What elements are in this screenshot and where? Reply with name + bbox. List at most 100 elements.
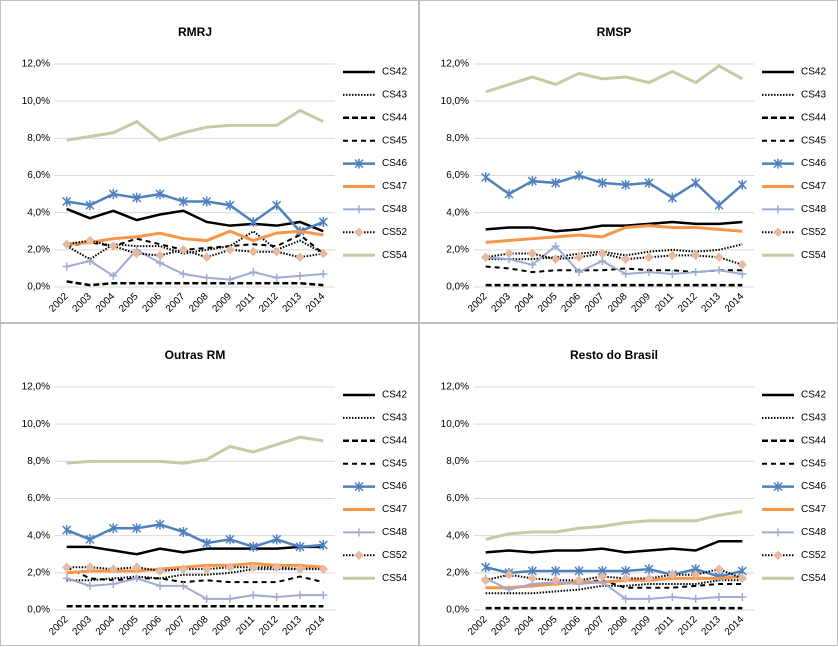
- point-marker: [61, 239, 72, 249]
- y-tick-label: 8,0%: [446, 456, 469, 467]
- point-marker: [226, 594, 234, 603]
- legend-marker: [354, 227, 364, 238]
- x-tick-label: 2009: [629, 291, 653, 315]
- y-tick-label: 10,0%: [22, 419, 50, 430]
- panel-border: [0, 0, 419, 323]
- point-marker: [621, 269, 630, 278]
- legend-label: CS43: [382, 90, 407, 101]
- point-marker: [225, 245, 235, 255]
- legend-label: CS46: [382, 481, 407, 492]
- point-marker: [644, 252, 654, 262]
- point-marker: [714, 564, 724, 574]
- y-tick-label: 4,0%: [446, 530, 469, 541]
- point-marker: [271, 246, 282, 257]
- x-tick-label: 2006: [140, 614, 164, 638]
- point-marker: [551, 565, 561, 576]
- panel-border: [419, 323, 838, 646]
- point-marker: [527, 248, 538, 259]
- point-marker: [691, 594, 700, 603]
- x-tick-label: 2005: [117, 614, 141, 638]
- legend-marker: [773, 550, 783, 561]
- legend-label: CS54: [382, 573, 407, 584]
- point-marker: [318, 539, 328, 550]
- point-marker: [248, 541, 258, 552]
- point-marker: [644, 573, 654, 584]
- point-marker: [249, 268, 258, 277]
- legend-label: CS43: [382, 413, 407, 424]
- point-marker: [318, 248, 329, 259]
- point-marker: [480, 252, 491, 262]
- legend-marker: [354, 158, 364, 169]
- x-tick-label: 2006: [140, 291, 164, 315]
- point-marker: [132, 523, 142, 534]
- x-tick-label: 2004: [94, 614, 118, 638]
- point-marker: [178, 245, 189, 255]
- x-tick-label: 2013: [280, 614, 304, 638]
- x-tick-label: 2014: [304, 291, 328, 315]
- x-tick-label: 2011: [653, 291, 676, 314]
- point-marker: [738, 592, 747, 601]
- legend-label: CS44: [801, 112, 826, 123]
- legend-marker-shape: [773, 550, 783, 561]
- legend-label: CS48: [801, 204, 826, 215]
- point-marker: [620, 573, 631, 584]
- point-marker: [691, 268, 700, 277]
- series-line: [485, 224, 743, 244]
- point-marker: [85, 200, 95, 211]
- y-tick-label: 0,0%: [446, 282, 469, 293]
- x-tick-label: 2002: [47, 614, 71, 638]
- legend-label: CS43: [801, 90, 826, 101]
- legend-label: CS45: [382, 135, 407, 146]
- point-marker: [108, 189, 118, 200]
- x-tick-label: 2008: [606, 614, 630, 638]
- legend-label: CS42: [801, 390, 826, 401]
- series-line: [66, 566, 324, 582]
- legend-label: CS42: [801, 67, 826, 78]
- point-marker: [598, 256, 607, 265]
- chart-title: Outras RM: [165, 348, 226, 362]
- point-marker: [738, 269, 747, 278]
- x-tick-label: 2004: [513, 291, 537, 315]
- x-tick-label: 2009: [210, 614, 234, 638]
- x-tick-label: 2012: [676, 291, 700, 315]
- x-tick-label: 2006: [559, 614, 583, 638]
- legend-label: CS44: [382, 435, 407, 446]
- point-marker: [714, 200, 724, 211]
- x-tick-label: 2012: [257, 291, 281, 315]
- point-marker: [272, 200, 282, 211]
- point-marker: [86, 581, 94, 590]
- x-tick-label: 2011: [653, 614, 676, 637]
- legend-label: CS54: [382, 250, 407, 261]
- legend-marker: [773, 227, 783, 238]
- y-tick-label: 12,0%: [22, 59, 50, 70]
- point-marker: [667, 569, 678, 580]
- series-line: [66, 233, 324, 255]
- y-tick-label: 10,0%: [22, 96, 50, 107]
- legend-marker: [354, 481, 364, 492]
- legend-marker-shape: [774, 205, 782, 214]
- point-marker: [550, 254, 561, 264]
- legend-label: CS54: [801, 573, 826, 584]
- point-marker: [504, 248, 514, 259]
- legend-label: CS45: [382, 458, 407, 469]
- x-tick-label: 2004: [513, 614, 537, 638]
- series-line: [66, 229, 324, 246]
- point-marker: [527, 176, 537, 187]
- point-marker: [621, 594, 630, 603]
- point-marker: [85, 235, 95, 246]
- point-marker: [179, 581, 188, 590]
- y-tick-label: 6,0%: [27, 170, 50, 181]
- y-tick-label: 12,0%: [441, 59, 469, 70]
- legend-label: CS42: [382, 67, 407, 78]
- point-marker: [178, 564, 189, 574]
- point-marker: [481, 562, 491, 573]
- series-line: [485, 575, 743, 590]
- legend-label: CS46: [801, 481, 826, 492]
- x-tick-label: 2013: [699, 614, 723, 638]
- point-marker: [575, 268, 583, 277]
- legend-marker-shape: [354, 481, 364, 492]
- y-tick-label: 4,0%: [27, 530, 50, 541]
- x-tick-label: 2007: [583, 291, 607, 315]
